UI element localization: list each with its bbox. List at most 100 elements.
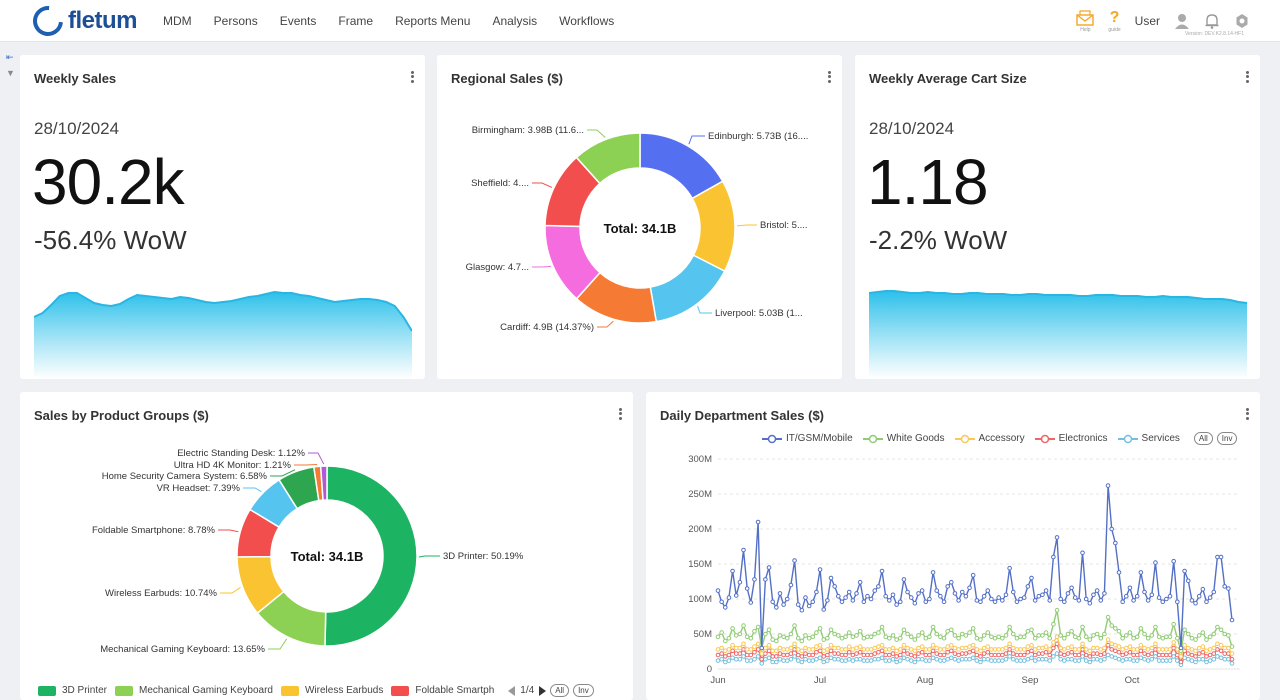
data-point[interactable] [726,647,732,652]
data-point[interactable] [1116,649,1122,655]
notifications-button[interactable] [1204,13,1220,29]
data-point[interactable] [752,644,757,649]
data-point[interactable] [1123,593,1129,599]
data-point[interactable] [1014,652,1020,658]
data-point[interactable] [1098,652,1104,658]
data-point[interactable] [825,647,830,652]
data-point[interactable] [992,635,998,641]
data-point[interactable] [1142,645,1147,651]
data-point[interactable] [1043,644,1049,649]
data-point[interactable] [963,593,969,599]
data-point[interactable] [781,658,786,663]
data-point[interactable] [1113,540,1118,546]
data-point[interactable] [923,652,929,658]
data-point[interactable] [865,634,870,640]
data-point[interactable] [846,649,852,655]
data-point[interactable] [803,656,808,662]
data-point[interactable] [985,588,991,593]
data-point[interactable] [1218,648,1224,654]
data-point[interactable] [1175,658,1180,663]
data-point[interactable] [1120,599,1125,605]
data-point[interactable] [1010,656,1016,662]
data-point[interactable] [890,651,896,656]
data-point[interactable] [1062,658,1067,663]
data-point[interactable] [854,651,859,656]
data-point[interactable] [792,654,797,659]
data-point[interactable] [781,602,786,607]
data-point[interactable] [843,658,848,663]
data-point[interactable] [887,652,892,658]
data-point[interactable] [941,658,947,663]
data-point[interactable] [1204,599,1209,605]
data-point[interactable] [1182,627,1187,633]
data-point[interactable] [905,656,910,662]
data-point[interactable] [1072,634,1078,640]
data-point[interactable] [1142,589,1147,595]
data-point[interactable] [806,647,812,652]
data-point[interactable] [806,652,812,658]
data-point[interactable] [730,626,735,631]
data-point[interactable] [792,558,797,563]
data-point[interactable] [967,656,972,662]
data-point[interactable] [992,652,998,658]
data-point[interactable] [1200,656,1206,662]
legend-inv-button[interactable]: Inv [573,684,594,697]
data-point[interactable] [956,635,961,641]
data-point[interactable] [1138,655,1144,661]
data-point[interactable] [1113,655,1118,661]
data-point[interactable] [1204,637,1209,642]
data-point[interactable] [861,658,867,663]
data-point[interactable] [763,656,768,662]
data-point[interactable] [945,644,950,649]
data-point[interactable] [945,656,950,662]
data-point[interactable] [1153,624,1158,630]
guide-button[interactable]: ? guide [1108,9,1120,33]
legend-item-wireless-earbuds[interactable]: Wireless Earbuds [280,685,383,696]
data-point[interactable] [766,565,772,570]
data-point[interactable] [872,645,878,651]
data-point[interactable] [908,634,914,640]
data-point[interactable] [1000,652,1005,658]
data-point[interactable] [1010,589,1016,595]
data-point[interactable] [733,651,739,656]
data-point[interactable] [941,652,947,658]
data-point[interactable] [905,589,910,595]
data-point[interactable] [839,652,845,658]
user-label[interactable]: User [1134,14,1160,28]
data-point[interactable] [1120,652,1125,658]
data-point[interactable] [1076,598,1082,603]
data-point[interactable] [774,654,779,659]
data-point[interactable] [949,642,954,648]
data-point[interactable] [1105,652,1111,658]
data-point[interactable] [1076,658,1082,663]
data-point[interactable] [752,656,757,662]
legend-item-it-gsm-mobile[interactable]: IT/GSM/Mobile [762,433,853,444]
nav-item-analysis[interactable]: Analysis [492,14,538,28]
data-point[interactable] [992,658,998,663]
data-point[interactable] [835,633,841,638]
data-point[interactable] [810,658,816,663]
data-point[interactable] [1222,645,1228,651]
data-point[interactable] [803,595,808,600]
data-point[interactable] [927,647,932,652]
data-point[interactable] [846,589,852,595]
data-point[interactable] [1226,645,1231,651]
data-point[interactable] [1175,647,1180,652]
data-point[interactable] [795,658,801,663]
data-point[interactable] [978,654,983,659]
data-point[interactable] [748,635,754,641]
data-point[interactable] [726,635,732,641]
data-point[interactable] [1207,595,1213,600]
data-point[interactable] [832,656,837,662]
data-point[interactable] [919,588,925,593]
data-point[interactable] [938,652,943,658]
data-point[interactable] [755,519,761,525]
data-point[interactable] [949,648,954,654]
data-point[interactable] [1149,656,1155,662]
data-point[interactable] [1036,633,1042,638]
data-point[interactable] [985,656,991,662]
data-point[interactable] [1065,645,1071,651]
legend-item-gaming-keyboard[interactable]: Mechanical Gaming Keyboard [115,685,273,696]
data-point[interactable] [934,645,940,651]
data-point[interactable] [1193,600,1198,606]
